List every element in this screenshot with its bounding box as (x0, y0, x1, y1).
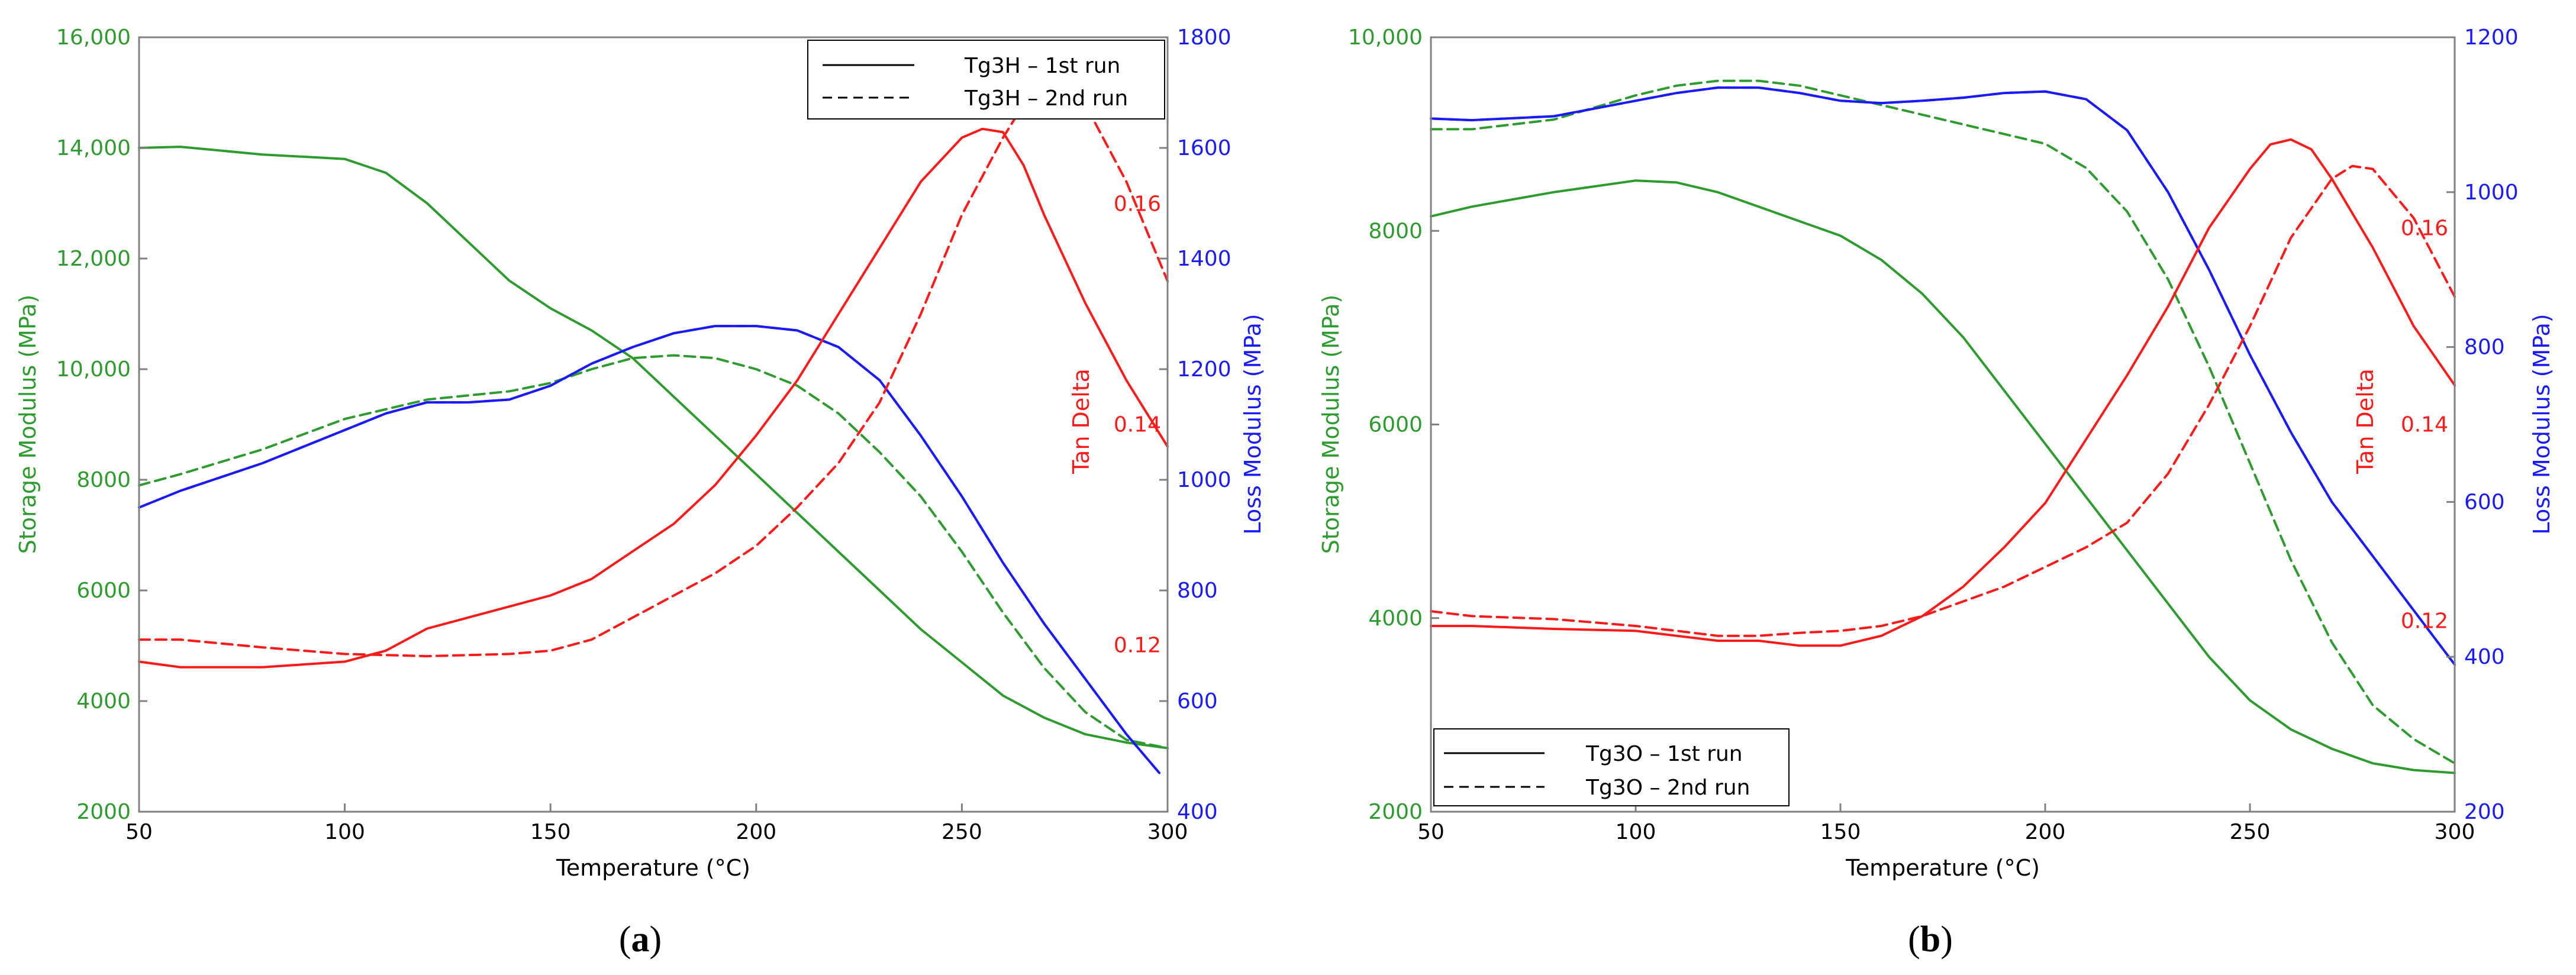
panel-a-plot-frame (138, 36, 1169, 813)
panel-b-left-ticks: 2000 4000 6000 8000 10,000 (1348, 25, 1439, 824)
panel-a-x-axis-label: Temperature (°C) (556, 855, 750, 881)
panel-a-series-right-solid (138, 325, 1161, 774)
panel-b-legend-label-1st-run: Tg3O – 1st run (1585, 742, 1743, 766)
panel-a-x-tick-label: 150 (530, 820, 571, 844)
panel-b-loss-tick-label: 1200 (2464, 25, 2519, 50)
panel-b-series-right-solid (1430, 86, 2456, 666)
panel-b-x-tick-label: 50 (1417, 820, 1445, 844)
panel-b-legend-label-2nd-run: Tg3O – 2nd run (1585, 776, 1750, 800)
panel-a-series-tan-dashed (138, 85, 1169, 658)
panel-b-x-tick-label: 250 (2230, 820, 2271, 844)
panel-b-caption: (b) (1908, 919, 1953, 960)
panel-b-series-tan-solid (1430, 138, 2456, 647)
panel-a-x-tick-label: 50 (125, 820, 153, 844)
panel-a-tan-tick-label: 0.14 (1114, 413, 1161, 437)
panel-a-loss-tick-label: 1800 (1177, 25, 1231, 50)
panel-b-series-right-dashed (1430, 86, 2456, 666)
panel-b-loss-tick-label: 400 (2464, 645, 2505, 669)
panel-b-loss-axis-label: Loss Modulus (MPa) (2529, 314, 2555, 534)
panel-a-x-tick-label: 250 (942, 820, 982, 844)
panel-b-tan-tick-label: 0.16 (2401, 216, 2448, 240)
panel-a-right-ticks: 400 600 800 1000 1200 1400 1600 1800 (1159, 25, 1231, 824)
panel-a-loss-tick-label: 600 (1177, 689, 1218, 714)
panel-a-storage-axis-label: Storage Modulus (MPa) (15, 295, 41, 554)
panel-a-storage-tick-label: 10,000 (56, 357, 131, 382)
panel-a-series (138, 85, 1169, 774)
panel-a-loss-tick-label: 1600 (1177, 136, 1231, 160)
panel-a-x-tick-label: 100 (324, 820, 365, 844)
panel-a-loss-tick-label: 800 (1177, 579, 1218, 603)
panel-a-x-tick-label: 200 (736, 820, 776, 844)
panel-b-series-tan-dashed (1430, 164, 2456, 637)
panel-a-legend-box (807, 40, 1165, 120)
panel-a-chart: 50 100 150 200 250 300 2000 4000 6000 8000 10,000… (15, 25, 1266, 960)
panel-b-series-left-solid (1430, 179, 2456, 774)
panel-b-legend: Tg3O – 1st run Tg3O – 2nd run (1433, 728, 1790, 806)
panel-b-storage-tick-label: 2000 (1368, 800, 1423, 824)
panel-a-tan-tick-label: 0.16 (1114, 192, 1161, 217)
panel-a-storage-tick-label: 4000 (76, 689, 131, 714)
panel-b-x-ticks: 50 100 150 200 250 300 (1417, 803, 2475, 844)
panel-b-x-axis-label: Temperature (°C) (1845, 855, 2040, 881)
panel-a-x-ticks: 50 100 150 200 250 300 (125, 803, 1188, 844)
panel-a-series-tan-solid (138, 127, 1169, 669)
panel-b-plot-frame (1430, 36, 2456, 813)
panel-b-tan-ticks: 0.12 0.14 0.16 (2401, 216, 2448, 633)
panel-b-storage-tick-label: 10,000 (1348, 25, 1423, 50)
panel-a-storage-tick-label: 6000 (76, 579, 131, 603)
panel-a-legend-label-1st-run: Tg3H – 1st run (964, 54, 1120, 78)
panel-a-series-left-dashed (138, 354, 1169, 750)
panel-b-tan-axis-label: Tan Delta (2352, 369, 2378, 474)
panel-a-legend-label-2nd-run: Tg3H – 2nd run (964, 86, 1128, 111)
panel-b-x-tick-label: 150 (1820, 820, 1861, 844)
panel-a-left-ticks: 2000 4000 6000 8000 10,000 12,000 14,000 16,000 (56, 25, 147, 824)
panel-a-loss-tick-label: 1000 (1177, 468, 1231, 492)
panel-a-legend: Tg3H – 1st run Tg3H – 2nd run (807, 40, 1165, 120)
panel-b-tan-tick-label: 0.12 (2401, 609, 2448, 634)
panel-b-series-left-dashed (1430, 79, 2456, 765)
panel-a-series-right-dashed (138, 325, 1161, 774)
panel-b-loss-tick-label: 1000 (2464, 180, 2519, 205)
panel-a-tan-tick-label: 0.12 (1114, 633, 1161, 657)
panel-b-storage-tick-label: 4000 (1368, 606, 1423, 631)
panel-b-storage-tick-label: 6000 (1368, 413, 1423, 437)
panel-b-legend-box (1433, 728, 1790, 806)
panel-b-loss-tick-label: 600 (2464, 490, 2505, 514)
panel-a-storage-tick-label: 12,000 (56, 247, 131, 271)
panel-a-storage-tick-label: 14,000 (56, 136, 131, 160)
panel-a-storage-tick-label: 16,000 (56, 25, 131, 50)
panel-a-tan-axis-label: Tan Delta (1068, 369, 1094, 474)
panel-a-loss-tick-label: 1200 (1177, 357, 1231, 382)
panel-b-right-ticks: 200 400 600 800 1000 1200 (2446, 25, 2519, 824)
panel-b-storage-tick-label: 8000 (1368, 219, 1423, 243)
panel-a-caption: (a) (619, 919, 662, 960)
panel-b-x-tick-label: 100 (1616, 820, 1656, 844)
panel-a-series-left-solid (138, 146, 1169, 750)
panel-b-series (1430, 79, 2456, 774)
panel-b-x-tick-label: 300 (2435, 820, 2475, 844)
panel-b-x-tick-label: 200 (2025, 820, 2066, 844)
panel-b-tan-tick-label: 0.14 (2401, 413, 2448, 437)
panel-b-loss-tick-label: 200 (2464, 800, 2505, 824)
panel-a-loss-axis-label: Loss Modulus (MPa) (1240, 314, 1266, 534)
panel-b-storage-axis-label: Storage Modulus (MPa) (1318, 295, 1344, 554)
panel-a-storage-tick-label: 8000 (76, 468, 131, 492)
panel-a-tan-ticks: 0.12 0.14 0.16 (1114, 192, 1161, 658)
panel-a-storage-tick-label: 2000 (76, 800, 131, 824)
panel-a-loss-tick-label: 400 (1177, 800, 1218, 824)
panel-a-x-tick-label: 300 (1147, 820, 1188, 844)
panel-b-chart: 50 100 150 200 250 300 2000 4000 6000 8000 10,000… (1318, 25, 2555, 960)
panel-a-loss-tick-label: 1400 (1177, 247, 1231, 271)
panel-b-loss-tick-label: 800 (2464, 335, 2505, 360)
